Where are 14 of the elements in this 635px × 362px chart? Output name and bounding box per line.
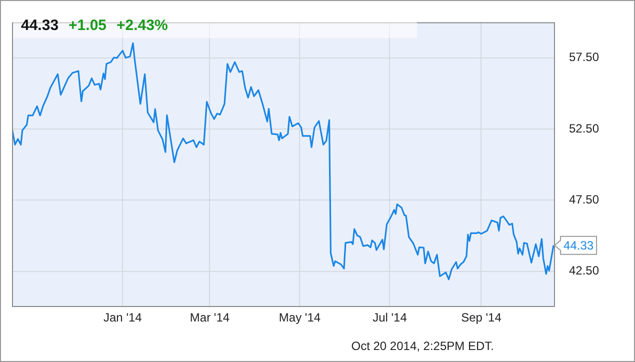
- x-tick-label: Mar '14: [190, 310, 230, 325]
- annotation: +2.43%: [116, 17, 168, 34]
- annotation: +1.05: [68, 17, 107, 34]
- y-tick-label: 52.50: [569, 121, 600, 136]
- y-tick-label: 47.50: [569, 192, 600, 207]
- x-tick-label: Sep '14: [461, 310, 502, 325]
- y-tick-label: 42.50: [569, 264, 600, 278]
- x-tick-label: May '14: [278, 310, 321, 325]
- x-tick-label: Jan '14: [104, 310, 142, 325]
- text: Oct 20 2014, 2:25PM EDT.: [351, 339, 494, 353]
- annotation: 44.33: [564, 238, 594, 253]
- y-tick-label: 57.50: [569, 50, 600, 64]
- annotation: 44.33: [21, 17, 59, 34]
- x-tick-label: Jul '14: [372, 310, 408, 325]
